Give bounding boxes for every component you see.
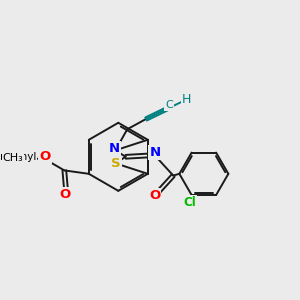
Text: CH₃: CH₃ [3, 153, 23, 163]
Text: O: O [60, 188, 71, 201]
Text: O: O [39, 150, 51, 163]
Text: H: H [182, 93, 191, 106]
Text: N: N [149, 146, 161, 159]
Text: Cl: Cl [184, 196, 196, 209]
Text: S: S [111, 158, 121, 170]
Text: O: O [149, 189, 160, 203]
Text: methyl: methyl [0, 152, 37, 162]
Text: N: N [109, 142, 120, 155]
Text: C: C [165, 100, 173, 110]
